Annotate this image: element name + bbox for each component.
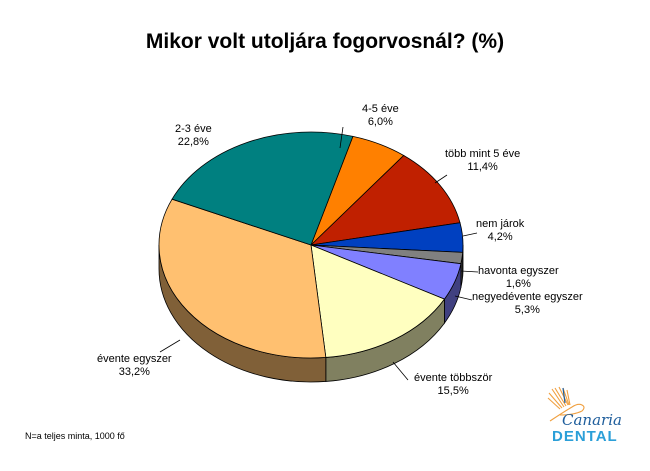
label-name: évente többször: [414, 372, 493, 384]
label-negyedevente-egyszer: negyedévente egyszer 5,3%: [472, 291, 583, 317]
leader-line: [460, 270, 479, 273]
label-value: 5,3%: [514, 304, 540, 316]
bird-icon: [547, 386, 585, 422]
leader-line: [462, 232, 478, 237]
leader-line: [434, 174, 448, 184]
label-value: 15,5%: [437, 385, 469, 397]
pie-slice: [171, 131, 354, 246]
label-name: havonta egyszer: [478, 265, 559, 277]
label-name: 4-5 éve: [362, 103, 399, 115]
leader-line: [454, 295, 473, 301]
leader-line: [392, 361, 409, 381]
label-tobb-mint-5-eve: több mint 5 éve 11,4%: [445, 148, 520, 174]
label-evente-egyszer: évente egyszer 33,2%: [97, 353, 172, 379]
label-value: 6,0%: [367, 116, 393, 128]
logo-word-dental: DENTAL: [552, 428, 618, 445]
logo-word-canaria: Canaria: [562, 411, 622, 429]
label-2-3-eve: 2-3 éve 22,8%: [175, 123, 212, 149]
label-name: 2-3 éve: [175, 123, 212, 135]
label-evente-tobbszor: évente többször 15,5%: [414, 372, 492, 398]
label-havonta-egyszer: havonta egyszer 1,6%: [478, 265, 559, 291]
label-value: 33,2%: [118, 366, 150, 378]
chart-title: Mikor volt utoljára fogorvosnál? (%): [145, 30, 505, 53]
canaria-dental-logo: Canaria DENTAL: [540, 385, 630, 450]
pie-slice: [158, 198, 327, 359]
label-value: 11,4%: [467, 161, 498, 173]
pie-slice: [309, 154, 461, 246]
label-name: több mint 5 éve: [445, 148, 521, 160]
label-nem-jarok: nem járok 4,2%: [476, 218, 524, 244]
leader-line: [339, 126, 344, 149]
leader-line: [159, 339, 181, 353]
label-value: 4,2%: [487, 231, 513, 243]
label-value: 1,6%: [505, 278, 531, 290]
label-value: 22,8%: [177, 136, 209, 148]
label-4-5-eve: 4-5 éve 6,0%: [362, 103, 399, 129]
label-name: negyedévente egyszer: [472, 291, 583, 303]
sample-note: N=a teljes minta, 1000 fő: [25, 431, 125, 441]
label-name: évente egyszer: [97, 353, 172, 365]
label-name: nem járok: [476, 218, 525, 230]
pie-slice: [310, 244, 446, 358]
